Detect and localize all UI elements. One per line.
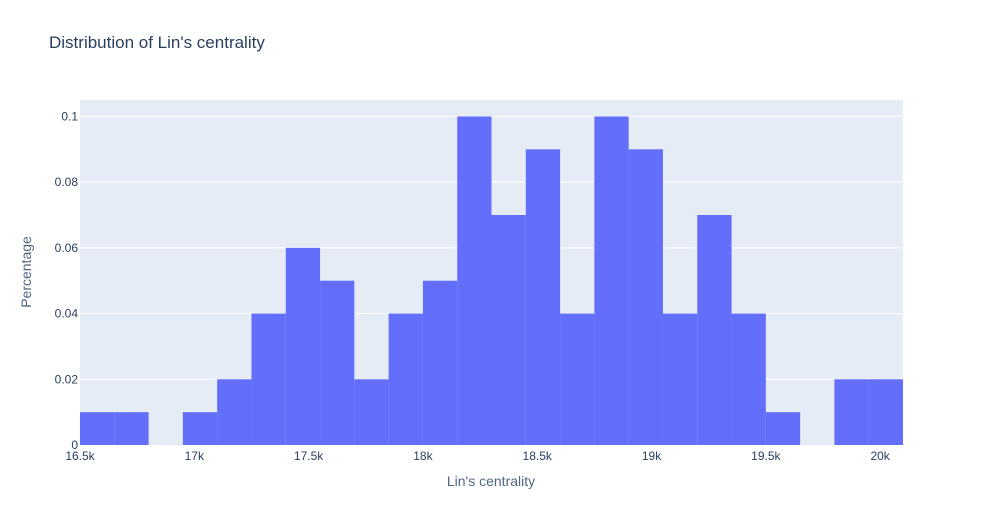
histogram-bar[interactable] (868, 379, 903, 445)
x-tick-label: 17k (185, 449, 205, 463)
histogram-bar[interactable] (765, 412, 801, 445)
y-tick-label: 0.04 (55, 307, 79, 321)
histogram-bar[interactable] (320, 280, 355, 445)
histogram-bar[interactable] (834, 379, 869, 445)
histogram-bar[interactable] (422, 280, 458, 445)
x-tick-label: 19k (642, 449, 662, 463)
y-tick-label: 0.02 (55, 372, 79, 386)
histogram-bar[interactable] (388, 313, 423, 445)
histogram-bar[interactable] (182, 412, 218, 445)
x-tick-label: 18.5k (523, 449, 553, 463)
x-axis-ticks: 16.5k 17k 17.5k 18k 18.5k 19k 19.5k 20k (65, 449, 890, 463)
bars (80, 116, 903, 446)
y-tick-label: 0.08 (55, 175, 79, 189)
histogram-bar[interactable] (457, 116, 492, 445)
y-tick-label: 0.1 (61, 109, 78, 123)
histogram-bar[interactable] (491, 215, 526, 445)
histogram-bar[interactable] (594, 116, 629, 445)
x-tick-label: 17.5k (294, 449, 324, 463)
histogram-bar[interactable] (217, 379, 252, 445)
histogram-bar[interactable] (628, 149, 663, 446)
histogram-bar[interactable] (114, 412, 149, 445)
x-tick-label: 18k (413, 449, 433, 463)
histogram-bar[interactable] (662, 313, 698, 445)
histogram-bar[interactable] (731, 313, 766, 445)
histogram-bar[interactable] (697, 215, 732, 445)
histogram-bar[interactable] (251, 313, 286, 445)
histogram-bar[interactable] (80, 412, 115, 445)
y-axis-title: Percentage (18, 236, 34, 308)
chart-title: Distribution of Lin's centrality (49, 33, 265, 52)
histogram-bar[interactable] (285, 247, 321, 445)
y-tick-label: 0.06 (55, 241, 79, 255)
histogram-bar[interactable] (525, 149, 561, 446)
y-tick-label: 0 (71, 438, 78, 452)
x-tick-label: 16.5k (65, 449, 95, 463)
x-tick-label: 19.5k (751, 449, 781, 463)
x-tick-label: 20k (870, 449, 890, 463)
x-axis-title: Lin's centrality (447, 473, 535, 489)
histogram-bar[interactable] (354, 379, 389, 445)
y-axis-ticks: 0 0.02 0.04 0.06 0.08 0.1 (55, 109, 79, 452)
histogram-bar[interactable] (560, 313, 595, 445)
